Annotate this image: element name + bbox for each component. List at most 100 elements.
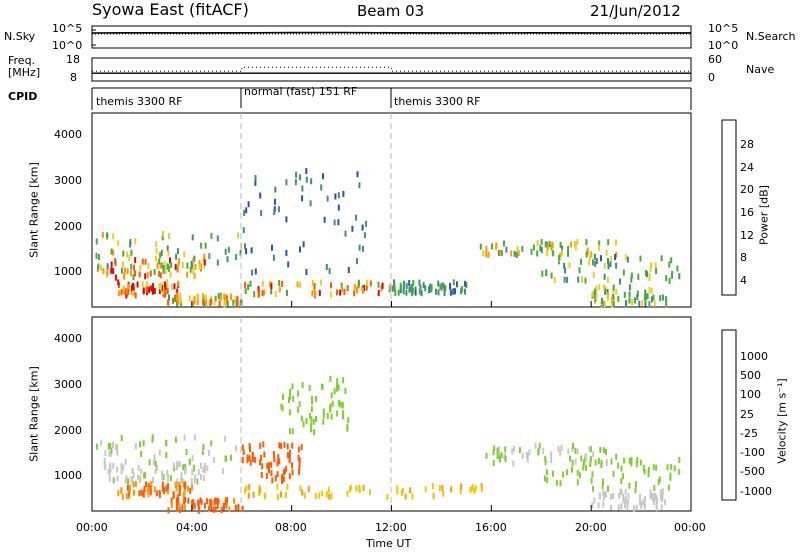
freq-series-nave (92, 66, 691, 72)
cell-8 (676, 265, 679, 272)
cell-8 (589, 461, 592, 467)
cell-9 (602, 301, 605, 307)
cell-6 (454, 288, 456, 295)
cell-0 (183, 434, 186, 441)
cell-9 (594, 288, 596, 295)
cell-5 (326, 413, 329, 419)
cell-3 (210, 504, 213, 511)
cell-5 (310, 426, 313, 433)
cell-2 (125, 288, 128, 295)
cell-6 (409, 285, 412, 292)
cell-7 (598, 244, 601, 251)
cell-8 (588, 259, 591, 266)
cell-8 (620, 478, 623, 485)
cell-9 (626, 504, 629, 511)
xtick-2: 08:00 (275, 521, 307, 534)
cell-4 (246, 454, 249, 461)
cell-9 (652, 493, 655, 500)
cell-9 (644, 503, 646, 510)
cell-1 (199, 462, 202, 469)
freq-tick-top: 18 (66, 53, 80, 66)
cell-1 (137, 474, 140, 481)
cell-8 (668, 261, 671, 268)
cell-2 (142, 491, 145, 498)
cell-8 (550, 272, 553, 279)
cell-6 (464, 280, 467, 287)
cell-8 (602, 478, 604, 485)
cell-8 (555, 479, 558, 486)
cell-8 (577, 276, 580, 283)
cell-4 (251, 269, 253, 276)
xtick-5: 20:00 (575, 521, 607, 534)
cell-9 (591, 290, 594, 297)
cell-8 (571, 459, 574, 466)
cell-4 (302, 241, 305, 248)
cell-1 (109, 462, 112, 469)
cell-3 (178, 507, 181, 514)
cell-2 (146, 286, 149, 293)
cell-8 (630, 457, 633, 464)
xlabel: Time UT (366, 537, 412, 550)
cell-2 (143, 485, 146, 492)
velocity-ytick-4000: 4000 (54, 332, 82, 345)
cell-8 (597, 458, 600, 464)
cell-4 (272, 451, 275, 458)
cell-4 (342, 190, 345, 197)
cell-0 (155, 255, 157, 262)
cell-2 (126, 287, 129, 294)
cell-6 (412, 279, 415, 286)
cell-1 (200, 473, 202, 480)
cell-5 (309, 412, 311, 419)
cell-7 (599, 446, 602, 453)
cell-5 (337, 400, 340, 406)
cell-7 (574, 244, 577, 251)
nave-tick-top: 60 (708, 53, 722, 66)
cell-6 (245, 485, 248, 492)
cell-1 (169, 257, 171, 264)
cell-6 (402, 487, 404, 494)
cell-9 (603, 284, 605, 291)
cell-0 (184, 463, 187, 470)
cell-0 (101, 231, 104, 238)
cell-3 (177, 497, 180, 504)
noise-left-tick-bottom: 10^0 (52, 39, 83, 52)
cell-8 (606, 276, 609, 283)
cell-7 (559, 449, 562, 456)
cell-4 (254, 456, 257, 463)
cell-3 (219, 294, 222, 301)
cell-0 (191, 234, 194, 241)
cell-5 (302, 421, 305, 428)
cell-2 (165, 485, 168, 492)
cell-3 (217, 293, 220, 300)
cell-9 (597, 502, 600, 509)
cell-0 (140, 451, 143, 457)
cell-9 (606, 288, 609, 295)
cell-5 (244, 288, 247, 294)
cell-9 (624, 488, 627, 495)
cell-8 (592, 272, 595, 279)
cell-8 (582, 464, 585, 471)
cell-0 (175, 253, 178, 260)
cell-8 (600, 459, 603, 466)
cell-0 (116, 466, 118, 473)
cell-3 (234, 504, 237, 511)
cell-7 (517, 250, 520, 257)
cell-8 (543, 475, 546, 482)
cell-2 (121, 493, 124, 500)
cell-8 (648, 272, 651, 279)
cell-1 (146, 271, 149, 278)
cell-5 (270, 288, 273, 295)
cell-4 (268, 467, 270, 474)
cell-1 (130, 263, 133, 270)
cell-8 (580, 258, 582, 265)
cell-0 (147, 262, 150, 269)
cell-1 (200, 263, 203, 270)
cell-6 (325, 491, 328, 498)
cell-6 (264, 492, 267, 499)
cell-0 (95, 443, 98, 450)
cell-7 (580, 455, 583, 462)
cell-6 (244, 487, 247, 494)
cell-5 (281, 280, 284, 287)
cell-4 (361, 224, 364, 231)
noise-series-nsky (91, 31, 692, 34)
